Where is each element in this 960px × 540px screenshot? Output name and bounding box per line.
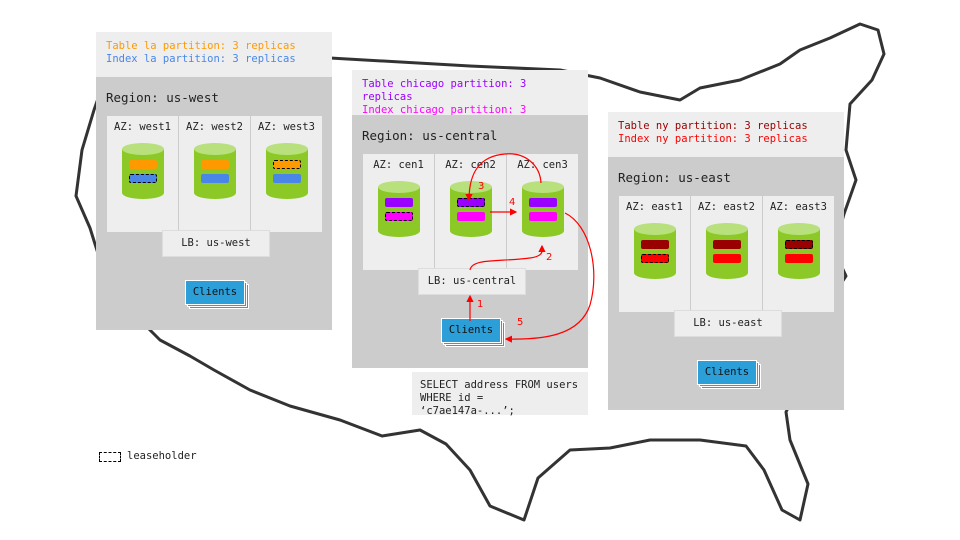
- index-replica[interactable]: [456, 212, 485, 221]
- table-replica[interactable]: [640, 240, 669, 249]
- database-node-icon[interactable]: [377, 181, 420, 241]
- availability-zone-3: AZ: west3: [251, 116, 322, 232]
- az-label: AZ: east2: [698, 201, 755, 213]
- az-container: AZ: west1 AZ: west2 AZ: west3: [107, 116, 322, 232]
- region-title: Region: us-east: [618, 170, 731, 185]
- sql-query-line-2: WHERE id = ‘c7ae147a-...’;: [420, 392, 515, 417]
- database-node-icon[interactable]: [777, 223, 820, 283]
- az-label: AZ: cen2: [445, 159, 496, 171]
- load-balancer[interactable]: LB: us-east: [674, 310, 782, 337]
- index-replica[interactable]: [712, 254, 741, 263]
- index-replica[interactable]: [384, 212, 413, 221]
- table-replica[interactable]: [384, 198, 413, 207]
- partition-line: Table la partition: 3 replicas: [106, 40, 296, 52]
- index-replica[interactable]: [640, 254, 669, 263]
- region-title: Region: us-central: [362, 128, 498, 143]
- index-replica[interactable]: [200, 174, 229, 183]
- cylinder-top: [521, 181, 564, 193]
- availability-zone-1: AZ: east1: [619, 196, 691, 312]
- az-label: AZ: west1: [114, 121, 171, 133]
- partition-info-east: Table ny partition: 3 replicas Index ny p…: [608, 112, 844, 157]
- index-replica[interactable]: [128, 174, 157, 183]
- load-balancer[interactable]: LB: us-west: [162, 230, 270, 257]
- az-label: AZ: west2: [186, 121, 243, 133]
- table-replica[interactable]: [528, 198, 557, 207]
- partition-info-central: Table chicago partition: 3 replicas Index…: [352, 70, 588, 129]
- partition-info-west: Table la partition: 3 replicas Index la p…: [96, 32, 332, 77]
- table-replica[interactable]: [784, 240, 813, 249]
- clients-stack[interactable]: Clients: [697, 360, 761, 389]
- database-node-icon[interactable]: [449, 181, 492, 241]
- database-node-icon[interactable]: [121, 143, 164, 203]
- clients-stack[interactable]: Clients: [441, 318, 505, 347]
- availability-zone-1: AZ: west1: [107, 116, 179, 232]
- az-label: AZ: east3: [770, 201, 827, 213]
- table-replica[interactable]: [200, 160, 229, 169]
- sql-query-box: SELECT address FROM users WHERE id = ‘c7…: [412, 372, 588, 417]
- availability-zone-3: AZ: cen3: [507, 154, 578, 270]
- partition-line: Index la partition: 3 replicas: [106, 53, 296, 65]
- cylinder-top: [265, 143, 308, 155]
- database-node-icon[interactable]: [521, 181, 564, 241]
- cylinder-top: [121, 143, 164, 155]
- database-node-icon[interactable]: [265, 143, 308, 203]
- cylinder-top: [705, 223, 748, 235]
- cylinder-top: [633, 223, 676, 235]
- availability-zone-1: AZ: cen1: [363, 154, 435, 270]
- cylinder-top: [449, 181, 492, 193]
- availability-zone-2: AZ: west2: [179, 116, 251, 232]
- region-east: Region: us-east AZ: east1 AZ: east2 AZ: eas…: [608, 157, 844, 410]
- leaseholder-legend-swatch: [99, 452, 121, 462]
- index-replica[interactable]: [272, 174, 301, 183]
- database-node-icon[interactable]: [633, 223, 676, 283]
- table-replica[interactable]: [272, 160, 301, 169]
- partition-line: Table ny partition: 3 replicas: [618, 120, 808, 132]
- index-replica[interactable]: [528, 212, 557, 221]
- table-replica[interactable]: [712, 240, 741, 249]
- az-label: AZ: cen1: [373, 159, 424, 171]
- region-title: Region: us-west: [106, 90, 219, 105]
- clients-label[interactable]: Clients: [185, 280, 245, 305]
- az-label: AZ: west3: [258, 121, 315, 133]
- az-container: AZ: east1 AZ: east2 AZ: east3: [619, 196, 834, 312]
- table-replica[interactable]: [128, 160, 157, 169]
- clients-label[interactable]: Clients: [441, 318, 501, 343]
- cylinder-top: [777, 223, 820, 235]
- cylinder-top: [377, 181, 420, 193]
- availability-zone-2: AZ: east2: [691, 196, 763, 312]
- index-replica[interactable]: [784, 254, 813, 263]
- load-balancer[interactable]: LB: us-central: [418, 268, 526, 295]
- az-label: AZ: east1: [626, 201, 683, 213]
- database-node-icon[interactable]: [705, 223, 748, 283]
- az-container: AZ: cen1 AZ: cen2 AZ: cen3: [363, 154, 578, 270]
- leaseholder-legend-label: leaseholder: [127, 450, 197, 462]
- az-label: AZ: cen3: [517, 159, 568, 171]
- table-replica[interactable]: [456, 198, 485, 207]
- database-node-icon[interactable]: [193, 143, 236, 203]
- clients-label[interactable]: Clients: [697, 360, 757, 385]
- availability-zone-3: AZ: east3: [763, 196, 834, 312]
- partition-line: Index ny partition: 3 replicas: [618, 133, 808, 145]
- cylinder-top: [193, 143, 236, 155]
- partition-line: Table chicago partition: 3 replicas: [362, 78, 527, 103]
- clients-stack[interactable]: Clients: [185, 280, 249, 309]
- availability-zone-2: AZ: cen2: [435, 154, 507, 270]
- region-west: Region: us-west AZ: west1 AZ: west2 AZ: wes…: [96, 77, 332, 330]
- sql-query-line-1: SELECT address FROM users: [420, 379, 579, 391]
- region-central: Region: us-central AZ: cen1 AZ: cen2 AZ: ce…: [352, 115, 588, 368]
